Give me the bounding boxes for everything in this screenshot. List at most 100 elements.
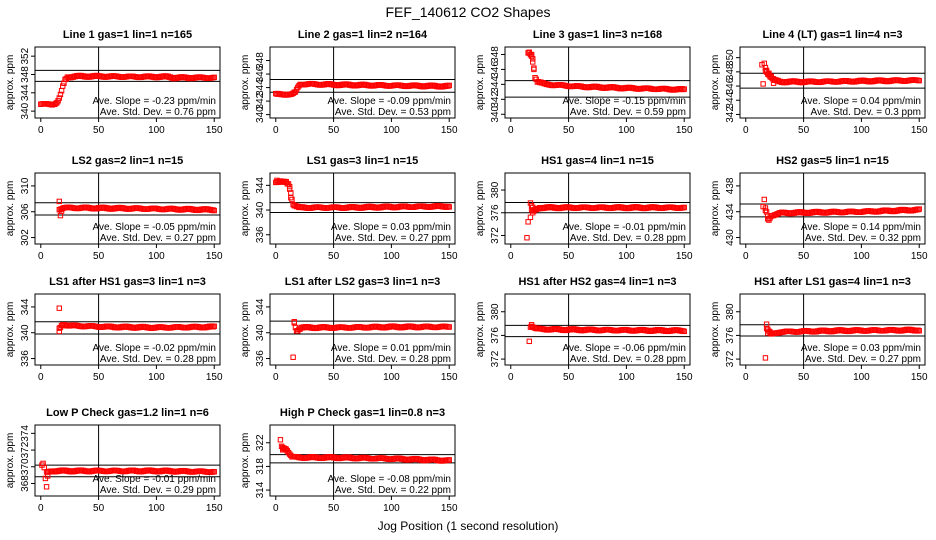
y-tick-label: 340: [255, 201, 266, 218]
figure-title: FEF_140612 CO2 Shapes: [386, 4, 551, 20]
y-tick-label: 340: [20, 324, 31, 341]
panel-10: LS1 after LS2 gas=3 lin=1 n=3 0 50 100 150 33…: [240, 276, 458, 383]
plot-frame: [34, 46, 221, 119]
x-tick-label: 0: [38, 503, 44, 514]
data-point: [56, 198, 62, 205]
y-tick-label: 302: [20, 229, 31, 246]
data-point: [211, 323, 217, 329]
panel-title: Line 4 (LT) gas=1 lin=4 n=3: [762, 29, 902, 41]
y-tick-label: 370: [20, 458, 31, 475]
y-tick-label: 352: [20, 47, 31, 64]
stddev-annotation: Ave. Std. Dev. = 0.22 ppm: [335, 485, 451, 496]
slope-annotation: Ave. Slope = -0.01 ppm/min: [563, 222, 687, 233]
x-tick-label: 100: [618, 125, 635, 136]
data-series: [273, 80, 452, 98]
x-tick-label: 150: [441, 125, 458, 136]
y-tick-label: 336: [20, 350, 31, 367]
data-point: [291, 319, 297, 325]
data-point: [56, 95, 62, 101]
data-point: [915, 327, 921, 333]
x-tick-label: 100: [383, 372, 400, 383]
y-tick-label: 314: [255, 481, 266, 498]
panel-title: HS1 gas=4 lin=1 n=15: [541, 155, 654, 167]
y-tick-label: 430: [725, 229, 736, 246]
y-axis-label: approx. ppm: [475, 181, 486, 237]
stddev-annotation: Ave. Std. Dev. = 0.53 ppm: [335, 107, 451, 118]
x-tick-label: 150: [206, 503, 223, 514]
y-tick-label: 438: [725, 177, 736, 194]
data-series: [39, 460, 217, 490]
x-tick-label: 0: [743, 251, 749, 262]
x-tick-label: 50: [563, 372, 575, 383]
data-point: [210, 324, 216, 330]
y-tick-label: 346: [725, 77, 736, 94]
stddev-annotation: Ave. Std. Dev. = 0.76 ppm: [100, 107, 216, 118]
stddev-annotation: Ave. Std. Dev. = 0.3 ppm: [810, 107, 921, 118]
data-point: [43, 484, 50, 490]
data-point: [765, 330, 771, 336]
y-tick-label: 310: [20, 177, 31, 194]
y-tick-label: 342: [725, 106, 736, 123]
y-tick-label: 372: [490, 227, 501, 244]
x-tick-label: 50: [93, 125, 105, 136]
x-tick-label: 0: [273, 503, 279, 514]
data-point: [288, 194, 294, 201]
slope-annotation: Ave. Slope = -0.15 ppm/min: [563, 96, 687, 107]
panel-11: HS1 after HS2 gas=4 lin=1 n=3 0 50 100 150 37…: [475, 276, 693, 383]
data-series: [56, 305, 217, 335]
data-series: [760, 196, 922, 223]
y-tick-label: 336: [255, 226, 266, 243]
x-tick-label: 50: [93, 503, 105, 514]
data-point: [916, 328, 922, 334]
y-axis-label: approx. ppm: [475, 302, 486, 358]
data-point: [445, 83, 451, 89]
plot-frame: [269, 46, 456, 119]
x-tick-label: 0: [273, 251, 279, 262]
x-tick-label: 50: [328, 251, 340, 262]
y-tick-label: 368: [20, 475, 31, 492]
panel-8: HS2 gas=5 lin=1 n=15 0 50 100 150 430 434 438 ap…: [710, 155, 928, 262]
data-point: [763, 321, 770, 327]
y-tick-label: 344: [20, 298, 31, 315]
panel-title: Line 3 gas=1 lin=3 n=168: [533, 29, 662, 41]
plot-frame: [504, 46, 691, 119]
plot-frame: [739, 46, 926, 119]
data-point: [446, 82, 452, 89]
slope-annotation: Ave. Slope = 0.04 ppm/min: [801, 96, 921, 107]
data-point: [531, 208, 537, 214]
y-tick-label: 380: [490, 303, 501, 320]
data-series: [38, 72, 217, 108]
y-tick-label: 380: [725, 303, 736, 320]
y-axis-label: approx. ppm: [5, 302, 16, 358]
data-series: [759, 60, 922, 87]
x-axis-label: Jog Position (1 second resolution): [378, 519, 559, 533]
plot-frame: [269, 424, 456, 497]
y-tick-label: 344: [20, 84, 31, 101]
y-tick-label: 336: [255, 350, 266, 367]
y-axis-label: approx. ppm: [240, 55, 251, 111]
stddev-annotation: Ave. Std. Dev. = 0.27 ppm: [100, 233, 216, 244]
panel-12: HS1 after LS1 gas=4 lin=1 n=3 0 50 100 150 37…: [710, 276, 928, 383]
y-tick-label: 340: [20, 102, 31, 119]
y-tick-label: 344: [725, 91, 736, 108]
y-tick-label: 306: [20, 203, 31, 220]
slope-annotation: Ave. Slope = 0.14 ppm/min: [801, 222, 921, 233]
data-point: [528, 322, 535, 328]
slope-annotation: Ave. Slope = -0.09 ppm/min: [328, 96, 452, 107]
plot-frame: [34, 424, 221, 497]
stddev-annotation: Ave. Std. Dev. = 0.28 ppm: [335, 354, 451, 365]
panel-title: HS1 after HS2 gas=4 lin=1 n=3: [518, 276, 676, 288]
data-point: [274, 177, 280, 184]
y-tick-label: 348: [725, 63, 736, 80]
y-tick-label: 340: [255, 106, 266, 123]
data-point: [681, 204, 687, 211]
data-point: [916, 206, 922, 212]
y-tick-label: 348: [255, 52, 266, 69]
panel-7: HS1 gas=4 lin=1 n=15 0 50 100 150 372 376 380 ap…: [475, 155, 693, 262]
y-tick-label: 344: [255, 79, 266, 96]
data-point: [55, 98, 61, 104]
data-point: [211, 207, 217, 214]
slope-annotation: Ave. Slope = 0.03 ppm/min: [331, 222, 451, 233]
y-tick-label: 372: [725, 350, 736, 367]
x-tick-label: 50: [563, 251, 575, 262]
